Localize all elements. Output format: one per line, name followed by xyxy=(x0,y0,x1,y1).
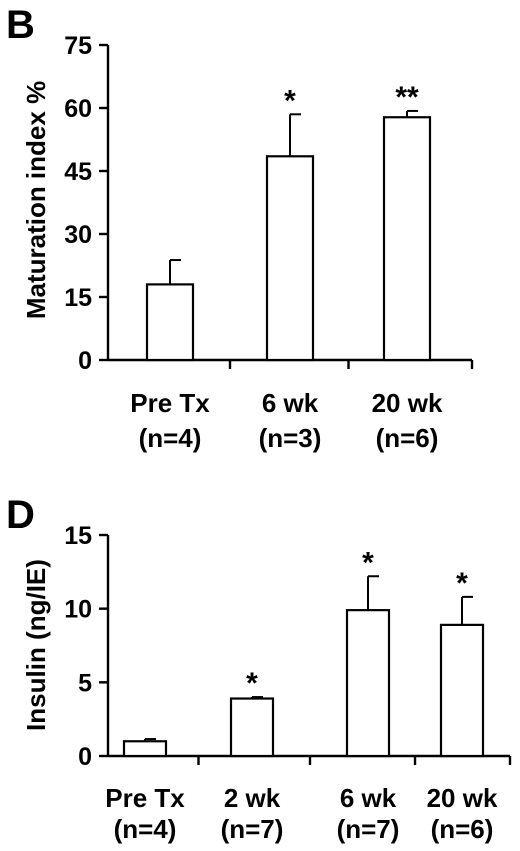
panel-d-letter: D xyxy=(6,493,35,537)
y-tick-label: 10 xyxy=(64,596,92,624)
x-category-n-label: (n=7) xyxy=(221,814,284,844)
x-category-n-label: (n=3) xyxy=(259,423,322,453)
x-category-label: Pre Tx xyxy=(130,388,210,418)
x-category-label: 20 wk xyxy=(372,388,443,418)
panel-d-bars: * * * xyxy=(122,546,485,758)
x-category-label: 2 wk xyxy=(224,783,281,813)
x-category-label: 6 wk xyxy=(262,388,319,418)
y-tick-label: 30 xyxy=(64,221,92,249)
x-category-label: 20 wk xyxy=(427,783,498,813)
bar xyxy=(145,283,195,362)
x-category-n-label: (n=4) xyxy=(139,423,202,453)
x-category-n-label: (n=4) xyxy=(114,814,177,844)
y-tick-label: 15 xyxy=(64,284,92,312)
bar xyxy=(382,116,432,362)
panel-b-letter: B xyxy=(6,3,35,47)
panel-d-chart: D Insulin (ng/IE) 0 5 10 15 * * * Pre Tx(n=4)… xyxy=(6,493,512,844)
panel-b-y-axis-label: Maturation index % xyxy=(21,81,51,319)
panel-d-y-axis-label: Insulin (ng/IE) xyxy=(21,559,51,731)
bar xyxy=(345,609,391,758)
x-category-label: 6 wk xyxy=(340,783,397,813)
significance-marker: * xyxy=(284,84,296,117)
significance-marker: ** xyxy=(395,81,419,114)
significance-marker: * xyxy=(456,567,468,600)
y-tick-label: 15 xyxy=(64,522,92,550)
y-tick-label: 45 xyxy=(64,158,92,186)
x-category-label: Pre Tx xyxy=(105,783,185,813)
bar xyxy=(122,740,168,758)
x-category-n-label: (n=7) xyxy=(337,814,400,844)
y-tick-label: 0 xyxy=(78,347,92,375)
significance-marker: * xyxy=(362,546,374,579)
bar xyxy=(265,155,315,362)
significance-marker: * xyxy=(246,667,258,700)
panel-b-labels: Pre Tx (n=4) 6 wk (n=3) 20 wk (n=6) xyxy=(130,388,443,453)
y-tick-label: 5 xyxy=(78,669,92,697)
y-tick-label: 60 xyxy=(64,95,92,123)
x-category-n-label: (n=6) xyxy=(376,423,439,453)
bar xyxy=(439,623,485,758)
panel-b-bars: * ** xyxy=(145,81,432,362)
x-category-n-label: (n=6) xyxy=(431,814,494,844)
y-tick-label: 0 xyxy=(78,743,92,771)
panel-d-labels: Pre Tx(n=4)2 wk(n=7)6 wk(n=7)20 wk(n=6) xyxy=(105,783,498,844)
y-tick-label: 75 xyxy=(64,32,92,60)
bar xyxy=(229,697,275,758)
